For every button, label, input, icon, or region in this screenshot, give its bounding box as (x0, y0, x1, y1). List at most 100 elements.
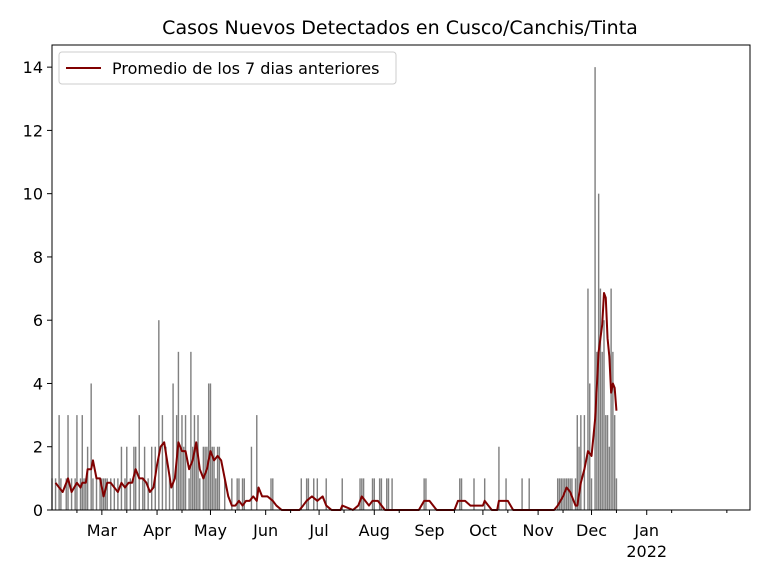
bar (256, 415, 258, 510)
bar (79, 478, 82, 510)
bar (207, 383, 210, 510)
bar (65, 478, 67, 510)
bar (460, 478, 463, 510)
bar (603, 320, 605, 510)
x-tick-label: Nov (522, 521, 553, 540)
y-tick-label: 10 (23, 185, 43, 204)
bar (307, 478, 310, 510)
bar (104, 478, 107, 510)
bar (117, 478, 119, 510)
bar (590, 478, 593, 510)
bar (612, 351, 614, 510)
bar (191, 446, 194, 510)
bar (505, 478, 507, 510)
bar (423, 478, 425, 510)
bar (134, 446, 137, 510)
bar (224, 478, 226, 510)
bar (558, 478, 561, 510)
y-tick-label: 14 (23, 58, 43, 77)
bar (521, 478, 523, 510)
bar (596, 351, 598, 510)
bar (425, 478, 427, 510)
bar (241, 478, 244, 510)
bar (147, 478, 149, 510)
bar (67, 415, 69, 510)
bar (85, 478, 87, 510)
legend-box (58, 51, 397, 85)
bar (589, 383, 591, 510)
bar (58, 415, 60, 510)
bar (211, 446, 213, 510)
bar (250, 446, 253, 510)
y-tick-label: 2 (33, 438, 43, 457)
bar (99, 478, 101, 510)
bar (213, 446, 215, 510)
bar (587, 288, 589, 510)
chart-title: Casos Nuevos Detectados en Cusco/Canchis… (162, 17, 638, 39)
bar (206, 446, 208, 510)
bar (168, 478, 171, 510)
bar (238, 478, 240, 510)
bar (92, 478, 94, 510)
bar (387, 478, 390, 510)
bar (172, 383, 174, 510)
y-tick-label: 12 (23, 121, 43, 140)
bar (574, 478, 577, 510)
bar (601, 351, 603, 510)
bar (120, 446, 123, 510)
bar (190, 351, 192, 510)
bar (60, 478, 62, 510)
bar (313, 478, 315, 510)
bar (188, 478, 190, 510)
x-tick-label: May (194, 521, 227, 540)
bar (124, 478, 126, 510)
bar (605, 415, 607, 510)
bar (565, 478, 568, 510)
line-layer (54, 292, 618, 511)
bar (576, 415, 578, 510)
bar (129, 478, 132, 510)
bar (142, 478, 144, 510)
bars-layer (51, 67, 618, 511)
bar (300, 478, 302, 510)
moving-average-line (54, 292, 618, 511)
bar (341, 478, 343, 510)
bar (74, 478, 76, 510)
bar (195, 446, 197, 510)
bar (498, 446, 500, 510)
bar (378, 478, 381, 510)
bar (608, 446, 611, 510)
bar (528, 478, 530, 510)
bar (161, 415, 164, 510)
bar (215, 478, 217, 510)
bar (391, 478, 393, 510)
x-tick-label: Oct (469, 521, 497, 540)
bar (209, 383, 212, 510)
bar (361, 478, 363, 510)
y-tick-label: 6 (33, 311, 43, 330)
bar (216, 446, 219, 510)
bar (95, 478, 98, 510)
bar (316, 478, 319, 510)
bar (380, 478, 383, 510)
bar (359, 478, 361, 510)
x-tick-label: Jun (252, 521, 278, 540)
bar (580, 415, 582, 510)
bar (473, 478, 475, 510)
y-tick-label: 4 (33, 374, 43, 393)
x-tick-label: Dec (576, 521, 607, 540)
bar (183, 446, 185, 510)
bar (106, 478, 108, 510)
legend: Promedio de los 7 dias anteriores (58, 51, 397, 85)
bar (362, 478, 365, 510)
bar (204, 446, 206, 510)
x-tick-label: Apr (143, 521, 171, 540)
bar (83, 478, 85, 510)
bar (177, 351, 180, 510)
x-tick-label: Aug (359, 521, 390, 540)
bar (560, 478, 562, 510)
bar (594, 67, 596, 510)
bar (610, 288, 612, 510)
y-axis-ticks: 0 2 4 6 8 10 12 14 (23, 58, 52, 520)
